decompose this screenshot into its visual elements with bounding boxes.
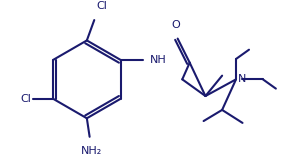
- Text: N: N: [238, 74, 246, 84]
- Text: Cl: Cl: [20, 94, 31, 104]
- Text: Cl: Cl: [96, 1, 107, 11]
- Text: NH: NH: [150, 55, 167, 65]
- Text: O: O: [171, 20, 180, 30]
- Text: NH₂: NH₂: [81, 146, 102, 156]
